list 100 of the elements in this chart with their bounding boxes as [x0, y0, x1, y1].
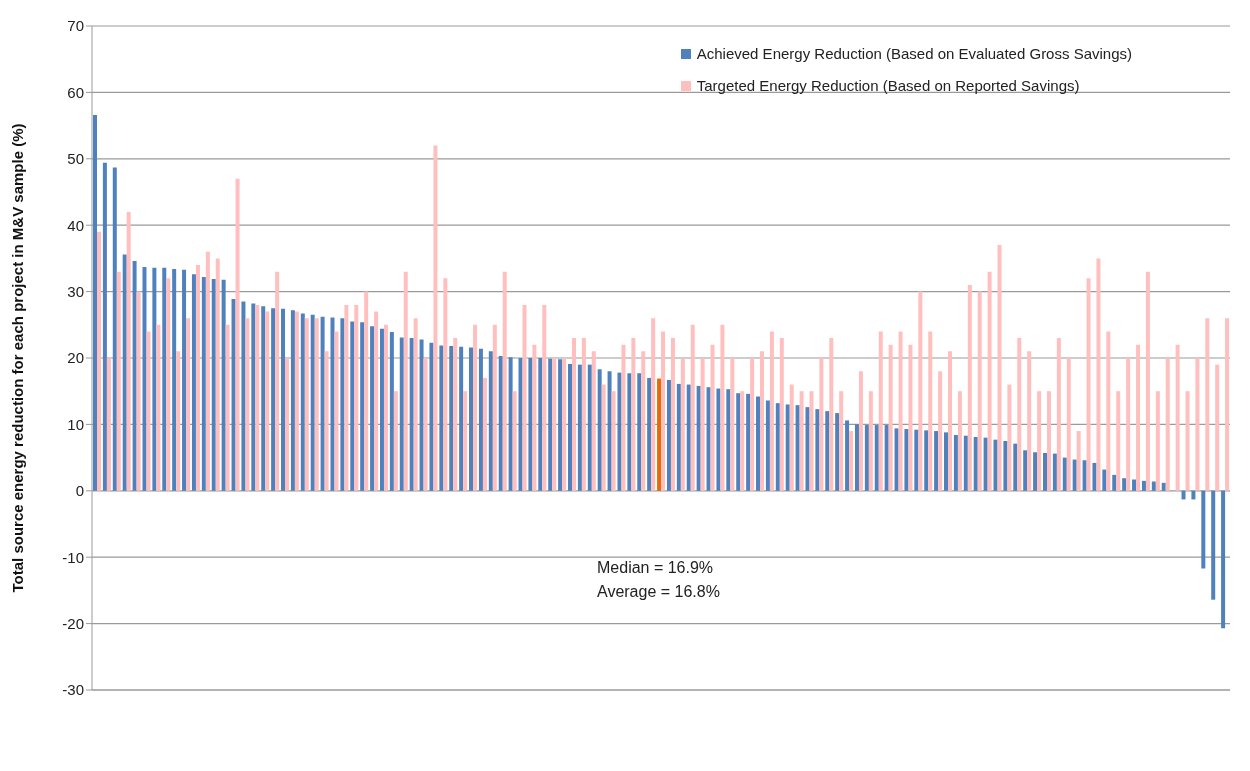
bar — [235, 178, 240, 491]
bar — [215, 258, 220, 491]
bar — [166, 278, 171, 491]
bar — [953, 435, 958, 491]
bar — [186, 318, 191, 491]
bar — [637, 373, 642, 491]
bar — [1092, 462, 1097, 491]
bar — [760, 351, 765, 491]
bar — [809, 391, 814, 491]
bar — [324, 351, 329, 491]
bar — [399, 337, 404, 491]
y-tick-label: 60 — [67, 83, 84, 101]
bar — [403, 271, 408, 491]
bar — [182, 269, 187, 491]
bar — [858, 371, 863, 491]
bar — [518, 358, 523, 491]
bar — [290, 310, 295, 491]
bar — [680, 358, 685, 491]
bar — [1195, 358, 1200, 491]
bar — [221, 279, 226, 491]
bar — [963, 435, 968, 491]
bar — [271, 308, 276, 491]
legend-label: Targeted Energy Reduction (Based on Reported Savings) — [696, 76, 1080, 96]
bar — [1052, 453, 1057, 491]
bar — [1151, 481, 1156, 491]
bar — [320, 316, 325, 491]
bar — [1145, 271, 1150, 491]
bar — [1215, 364, 1220, 491]
bar — [908, 344, 913, 491]
bar — [779, 338, 784, 491]
bar — [201, 276, 206, 491]
bar — [136, 291, 141, 491]
bar — [666, 379, 671, 491]
bar — [364, 291, 369, 491]
bar — [894, 428, 899, 491]
bar — [251, 303, 256, 491]
bar — [621, 344, 626, 491]
bar — [1141, 480, 1146, 491]
bar — [469, 347, 474, 491]
y-tick-label: 50 — [67, 150, 84, 168]
bar — [538, 358, 543, 491]
bar — [617, 372, 622, 491]
y-tick-label: 10 — [67, 415, 84, 433]
bar — [1076, 431, 1081, 491]
bar — [1116, 391, 1121, 491]
bar — [443, 278, 448, 491]
bar — [548, 358, 553, 491]
bar — [1023, 450, 1028, 491]
bar — [300, 313, 305, 491]
bar — [116, 271, 121, 491]
bar — [122, 254, 127, 491]
bar — [829, 338, 834, 491]
legend-label: Achieved Energy Reduction (Based on Evaluated Gross Savings) — [696, 44, 1132, 64]
bar — [918, 291, 923, 491]
bar — [429, 342, 434, 491]
bar — [512, 391, 517, 491]
bar — [726, 389, 731, 491]
bar — [934, 431, 939, 491]
y-tick-label: -30 — [62, 681, 84, 699]
bar — [591, 351, 596, 491]
bar — [1066, 358, 1071, 491]
bar — [799, 391, 804, 491]
bar — [854, 424, 859, 491]
bar — [1027, 351, 1032, 491]
bar — [1042, 452, 1047, 491]
bar — [686, 384, 691, 491]
bar — [1106, 331, 1111, 491]
bar — [393, 391, 398, 491]
bar — [795, 405, 800, 491]
bar — [162, 267, 167, 491]
bar — [924, 430, 929, 491]
bar — [340, 318, 345, 491]
bar — [245, 318, 250, 491]
bar — [948, 351, 953, 491]
bar — [973, 437, 978, 491]
bar — [383, 324, 388, 491]
bar — [354, 304, 359, 491]
bar — [433, 145, 438, 491]
bar — [1007, 384, 1012, 491]
bar — [205, 251, 210, 491]
bar — [944, 432, 949, 491]
bar — [825, 411, 830, 491]
bar — [285, 358, 290, 491]
bar — [839, 391, 844, 491]
bar — [176, 351, 181, 491]
bar — [577, 364, 582, 491]
bar — [1062, 457, 1067, 491]
bar — [720, 324, 725, 491]
bar — [172, 269, 177, 491]
bar — [690, 324, 695, 491]
bar — [977, 291, 982, 491]
bar — [542, 304, 547, 491]
bar — [350, 321, 355, 491]
bar — [611, 391, 616, 491]
bar — [463, 391, 468, 491]
bar — [785, 404, 790, 491]
bar — [93, 114, 97, 491]
bar — [1102, 469, 1107, 491]
bar — [746, 393, 751, 491]
bar — [1201, 490, 1206, 569]
